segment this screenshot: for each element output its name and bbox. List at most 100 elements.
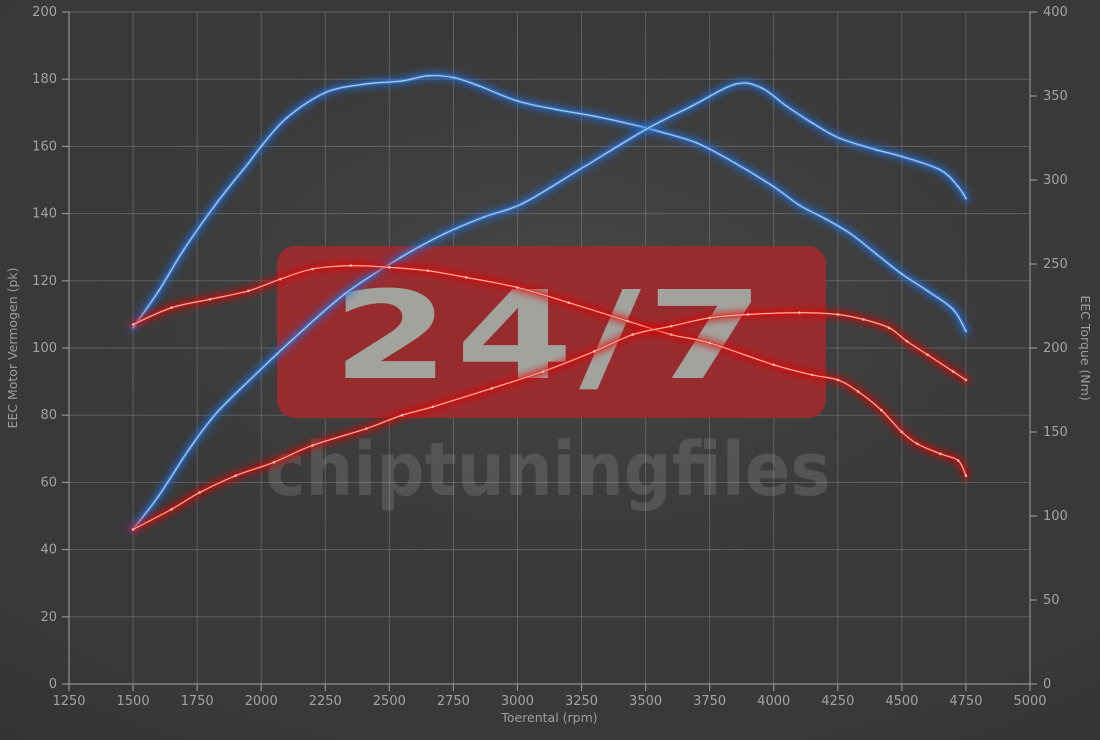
data-point-marker	[657, 130, 660, 133]
x-tick-label: 1250	[52, 694, 85, 709]
data-point-marker	[810, 373, 814, 377]
data-point-marker	[311, 267, 314, 271]
x-tick-label: 3000	[501, 694, 534, 709]
curve-core-blue-torque-tuned	[132, 75, 967, 332]
data-point-marker	[170, 306, 173, 309]
data-point-marker	[426, 269, 430, 273]
data-point-marker	[349, 264, 353, 267]
data-point-marker	[900, 273, 903, 276]
data-point-marker	[708, 341, 711, 345]
data-point-marker	[887, 326, 891, 330]
curves	[128, 71, 971, 534]
y-left-tick-label: 120	[32, 274, 57, 289]
data-point-marker	[956, 459, 960, 462]
y-left-tick-label: 80	[40, 408, 57, 423]
x-tick-label: 3250	[565, 694, 598, 709]
y-left-tick-label: 200	[32, 5, 57, 20]
y-right-tick-label: 100	[1043, 509, 1068, 524]
data-point-marker	[644, 128, 647, 131]
data-point-marker	[521, 202, 524, 205]
data-point-marker	[388, 266, 391, 269]
data-point-marker	[880, 408, 883, 412]
data-point-marker	[695, 142, 698, 145]
data-point-marker	[285, 116, 288, 119]
y-left-tick-label: 20	[40, 610, 57, 625]
watermark-badge	[277, 246, 826, 418]
x-axis-title: Toerental (rpm)	[500, 710, 597, 725]
data-point-marker	[734, 162, 737, 165]
series-blue-power-tuned	[128, 78, 971, 534]
data-point-marker	[626, 319, 629, 323]
data-point-marker	[772, 363, 776, 367]
curve-core-blue-power-tuned	[132, 82, 967, 530]
data-point-marker	[311, 444, 314, 447]
data-point-marker	[669, 324, 673, 328]
watermark-badge-text: 24/7	[332, 265, 770, 407]
data-point-marker	[593, 350, 596, 353]
data-point-marker	[926, 289, 929, 292]
data-point-marker	[811, 121, 814, 124]
y-right-tick-label: 50	[1043, 593, 1060, 608]
x-tick-label: 4000	[757, 694, 790, 709]
y-right-tick-label: 300	[1043, 173, 1068, 188]
data-point-marker	[362, 83, 365, 86]
data-point-marker	[399, 256, 402, 259]
y-left-tick-label: 180	[32, 72, 57, 87]
data-point-marker	[216, 410, 219, 413]
data-point-marker	[157, 494, 160, 497]
x-tick-label: 2000	[245, 694, 278, 709]
data-point-marker	[951, 370, 955, 373]
series-red-power-stock	[128, 308, 971, 534]
y-left-tick-label: 100	[32, 341, 57, 356]
y-axis-left-title: EEC Motor Vermogen (pk)	[5, 267, 20, 428]
data-point-marker	[631, 333, 635, 336]
data-point-marker	[131, 528, 135, 531]
data-point-marker	[483, 215, 486, 218]
data-point-marker	[216, 200, 219, 203]
data-point-marker	[541, 370, 545, 373]
data-point-marker	[577, 168, 580, 171]
data-point-marker	[183, 247, 186, 250]
data-point-marker	[734, 83, 737, 86]
data-point-marker	[257, 370, 260, 373]
series-blue-torque-tuned	[128, 71, 971, 336]
data-point-marker	[289, 340, 292, 343]
y-right-tick-label: 150	[1043, 425, 1068, 440]
data-point-marker	[836, 313, 840, 316]
data-point-marker	[400, 413, 404, 417]
data-point-marker	[772, 185, 775, 188]
data-point-marker	[443, 232, 446, 235]
x-tick-label: 4250	[821, 694, 854, 709]
y-left-tick-label: 60	[40, 475, 57, 490]
y-left-tick-label: 40	[40, 543, 57, 558]
data-point-marker	[247, 162, 250, 165]
data-point-marker	[849, 232, 852, 235]
data-point-marker	[567, 301, 571, 304]
y-right-tick-label: 250	[1043, 257, 1068, 272]
data-point-marker	[964, 474, 968, 477]
data-point-marker	[759, 86, 762, 89]
data-point-marker	[857, 390, 860, 393]
data-point-marker	[234, 474, 237, 477]
data-point-marker	[364, 427, 368, 430]
data-point-marker	[957, 185, 960, 188]
y-right-tick-label: 0	[1043, 677, 1051, 692]
data-point-marker	[208, 297, 212, 301]
y-left-tick-label: 0	[49, 677, 57, 692]
data-point-marker	[464, 276, 468, 279]
data-point-marker	[900, 430, 904, 434]
y-left-tick-label: 160	[32, 139, 57, 154]
watermark-subtitle-text: chiptuningfiles	[266, 427, 831, 513]
data-point-marker	[198, 491, 201, 494]
data-point-marker	[593, 115, 596, 118]
y-right-tick-label: 200	[1043, 341, 1068, 356]
data-point-marker	[746, 313, 750, 316]
data-point-marker	[964, 378, 968, 382]
data-point-marker	[964, 197, 967, 200]
data-point-marker	[516, 286, 519, 289]
x-tick-label: 4750	[949, 694, 982, 709]
y-axis-right-title: EEC Torque (Nm)	[1078, 295, 1093, 400]
x-tick-label: 2500	[373, 694, 406, 709]
data-point-marker	[452, 76, 455, 79]
data-point-marker	[247, 289, 250, 293]
